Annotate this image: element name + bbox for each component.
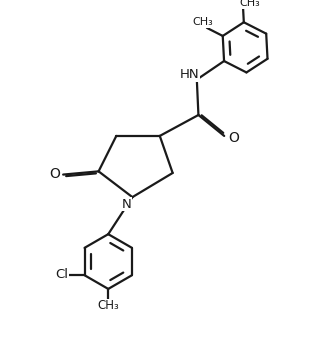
Text: HN: HN — [180, 68, 200, 81]
Text: CH₃: CH₃ — [193, 17, 214, 27]
Text: O: O — [228, 131, 239, 144]
Text: Cl: Cl — [55, 268, 68, 281]
Text: CH₃: CH₃ — [239, 0, 260, 8]
Text: N: N — [122, 198, 131, 211]
Text: CH₃: CH₃ — [97, 299, 119, 312]
Text: O: O — [50, 167, 61, 181]
